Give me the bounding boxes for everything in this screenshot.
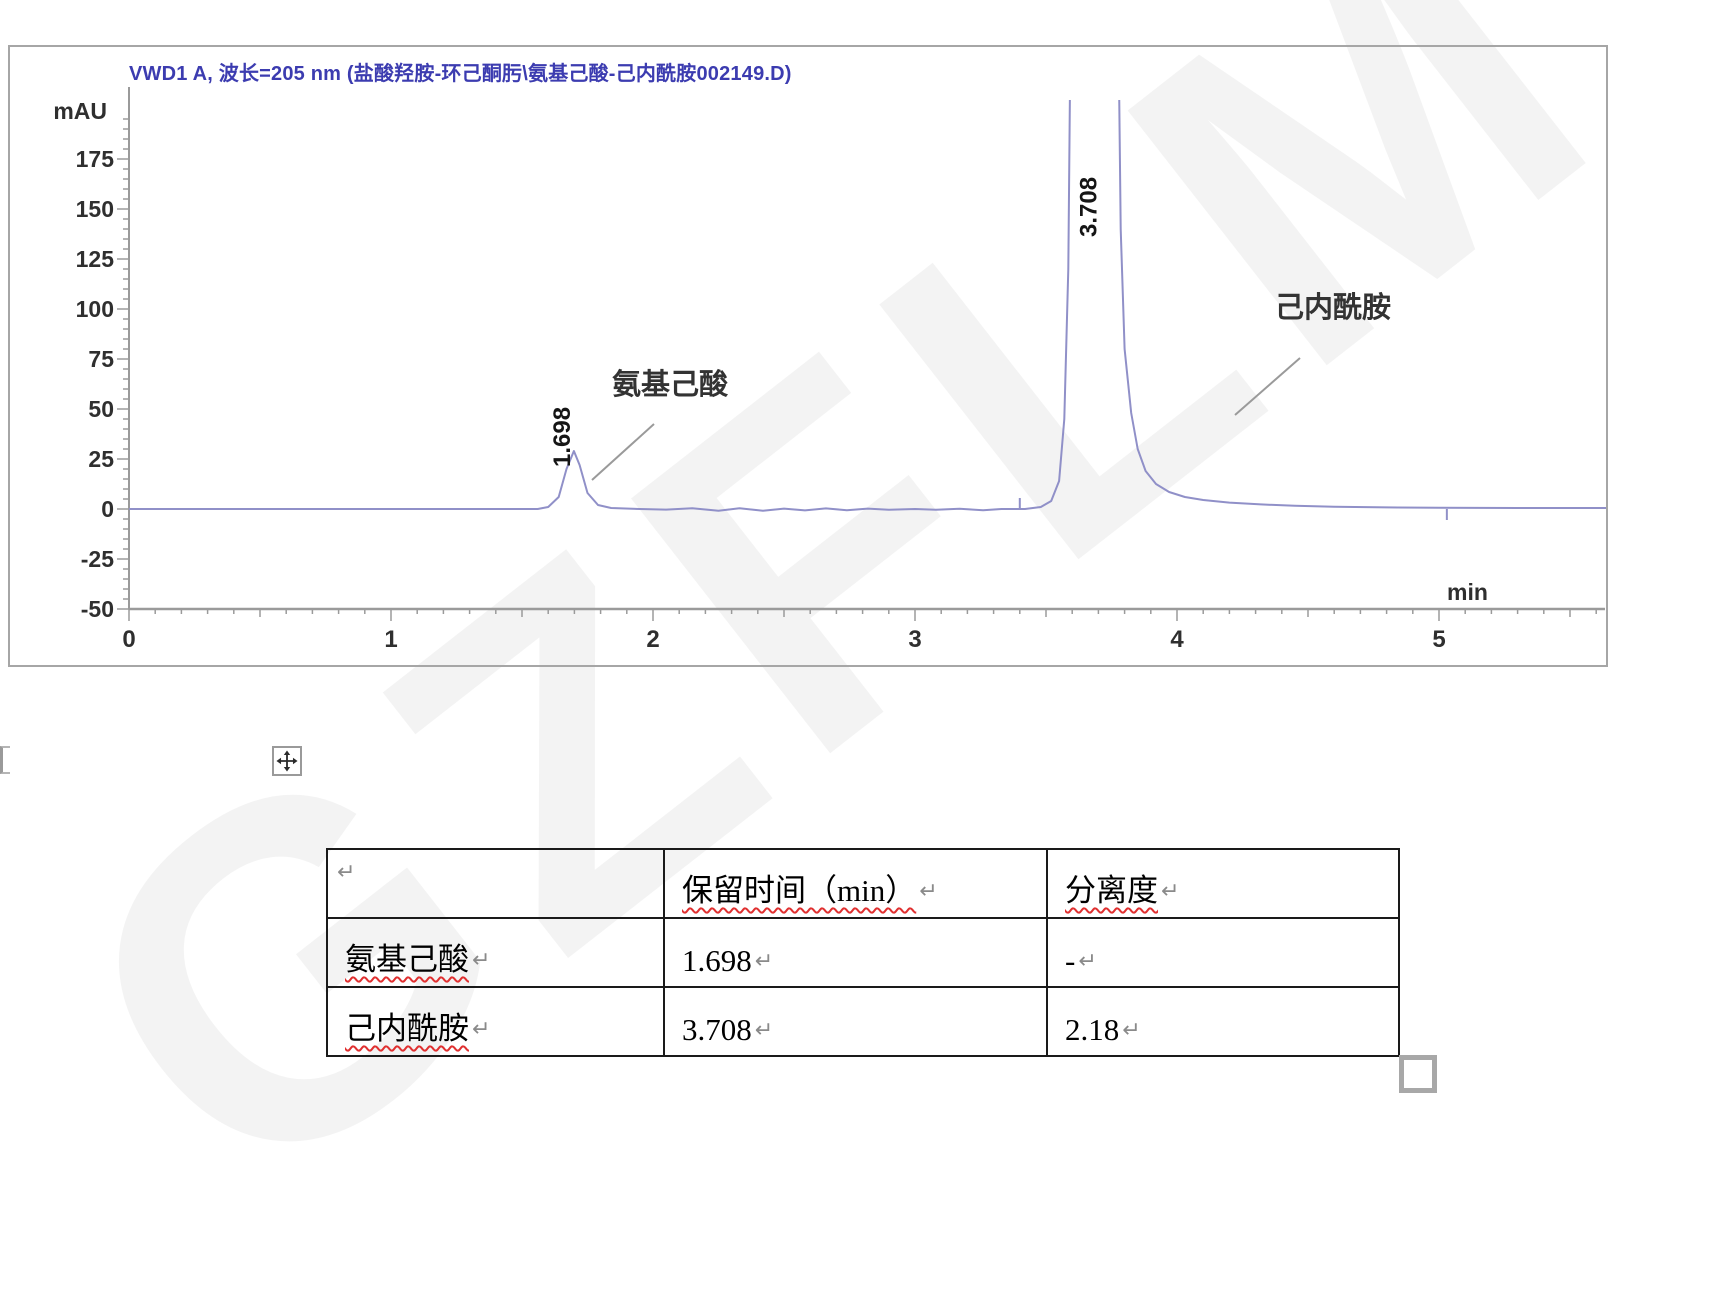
peak-rt-label: 3.708 bbox=[1075, 177, 1102, 237]
y-tick-label: 50 bbox=[88, 396, 114, 422]
paragraph-mark: ↵ bbox=[1161, 879, 1180, 904]
move-icon bbox=[276, 750, 298, 772]
y-tick-label: -25 bbox=[81, 546, 114, 572]
y-tick-label: -50 bbox=[81, 596, 114, 622]
x-tick-label: 4 bbox=[1170, 626, 1184, 653]
cell-text: 3.708 bbox=[682, 1012, 752, 1047]
paragraph-mark: ↵ bbox=[919, 879, 938, 904]
signal-trace bbox=[129, 100, 1606, 512]
y-tick-label: 150 bbox=[76, 196, 114, 222]
y-tick-label: 0 bbox=[101, 496, 114, 522]
cell-text: 氨基己酸 bbox=[345, 942, 469, 977]
peak-rt-label: 1.698 bbox=[549, 407, 576, 467]
table-header-cell[interactable]: 保留时间（min） ↵ bbox=[663, 848, 1048, 919]
peak-annotation: 氨基己酸 bbox=[612, 368, 729, 401]
table-move-handle[interactable] bbox=[272, 746, 302, 776]
x-tick-label: 0 bbox=[122, 626, 135, 653]
paragraph-mark: ↵ bbox=[754, 949, 774, 974]
cell-text: 分离度 bbox=[1065, 873, 1158, 908]
table-header-cell[interactable]: 分离度 ↵ bbox=[1046, 848, 1400, 919]
table-cell[interactable]: 2.18 ↵ bbox=[1046, 986, 1400, 1057]
peak-annotation: 己内酰胺 bbox=[1275, 291, 1391, 324]
y-axis-unit: mAU bbox=[53, 98, 107, 124]
table-cell[interactable]: 氨基己酸 ↵ bbox=[326, 917, 665, 988]
chromatogram-figure: VWD1 A, 波长=205 nm (盐酸羟胺-环己酮肟\氨基己酸-己内酰胺00… bbox=[8, 45, 1608, 667]
y-tick-label: 75 bbox=[88, 346, 114, 372]
chart-title: VWD1 A, 波长=205 nm (盐酸羟胺-环己酮肟\氨基己酸-己内酰胺00… bbox=[129, 63, 792, 85]
table-resize-handle[interactable] bbox=[1399, 1055, 1437, 1093]
cell-text: - bbox=[1065, 943, 1076, 978]
table-header-cell[interactable]: ↵ bbox=[326, 848, 665, 919]
table-row: 氨基己酸 ↵ 1.698 ↵ - ↵ bbox=[326, 917, 1400, 988]
table-cell[interactable]: - ↵ bbox=[1046, 917, 1400, 988]
x-axis-unit: min bbox=[1447, 579, 1488, 605]
annotation-pointer-line bbox=[591, 423, 655, 481]
paragraph-mark: ↵ bbox=[472, 1017, 491, 1042]
cell-text: 己内酰胺 bbox=[345, 1011, 469, 1046]
paragraph-mark: ↵ bbox=[1122, 1018, 1141, 1043]
cell-text: 2.18 bbox=[1065, 1012, 1120, 1047]
paragraph-mark: ↵ bbox=[472, 948, 491, 973]
y-tick-label: 25 bbox=[88, 446, 114, 472]
paragraph-mark: ↵ bbox=[337, 860, 356, 885]
annotation-pointer-line bbox=[1234, 357, 1301, 416]
table-row: 己内酰胺 ↵ 3.708 ↵ 2.18 ↵ bbox=[326, 986, 1400, 1057]
table-cell[interactable]: 3.708 ↵ bbox=[663, 986, 1048, 1057]
results-table: ↵ 保留时间（min） ↵ 分离度 ↵ 氨基己酸 ↵ 1.698 ↵ - ↵ 己内酰胺 ↵ 3.708 ↵ 2… bbox=[326, 848, 1400, 1057]
paragraph-mark: ↵ bbox=[1078, 949, 1097, 974]
y-tick-label: 125 bbox=[76, 246, 115, 272]
y-tick-label: 100 bbox=[76, 296, 114, 322]
table-cell[interactable]: 1.698 ↵ bbox=[663, 917, 1048, 988]
x-tick-label: 2 bbox=[646, 626, 659, 653]
cell-text: 1.698 bbox=[682, 943, 752, 978]
x-tick-label: 1 bbox=[384, 626, 397, 653]
y-tick-label: 175 bbox=[76, 146, 115, 172]
table-header-row: ↵ 保留时间（min） ↵ 分离度 ↵ bbox=[326, 848, 1400, 919]
margin-marker bbox=[0, 746, 10, 774]
table-cell[interactable]: 己内酰胺 ↵ bbox=[326, 986, 665, 1057]
x-tick-label: 3 bbox=[908, 626, 921, 653]
cell-text: 保留时间（min） bbox=[682, 873, 917, 908]
paragraph-mark: ↵ bbox=[754, 1018, 774, 1043]
x-tick-label: 5 bbox=[1432, 626, 1445, 653]
